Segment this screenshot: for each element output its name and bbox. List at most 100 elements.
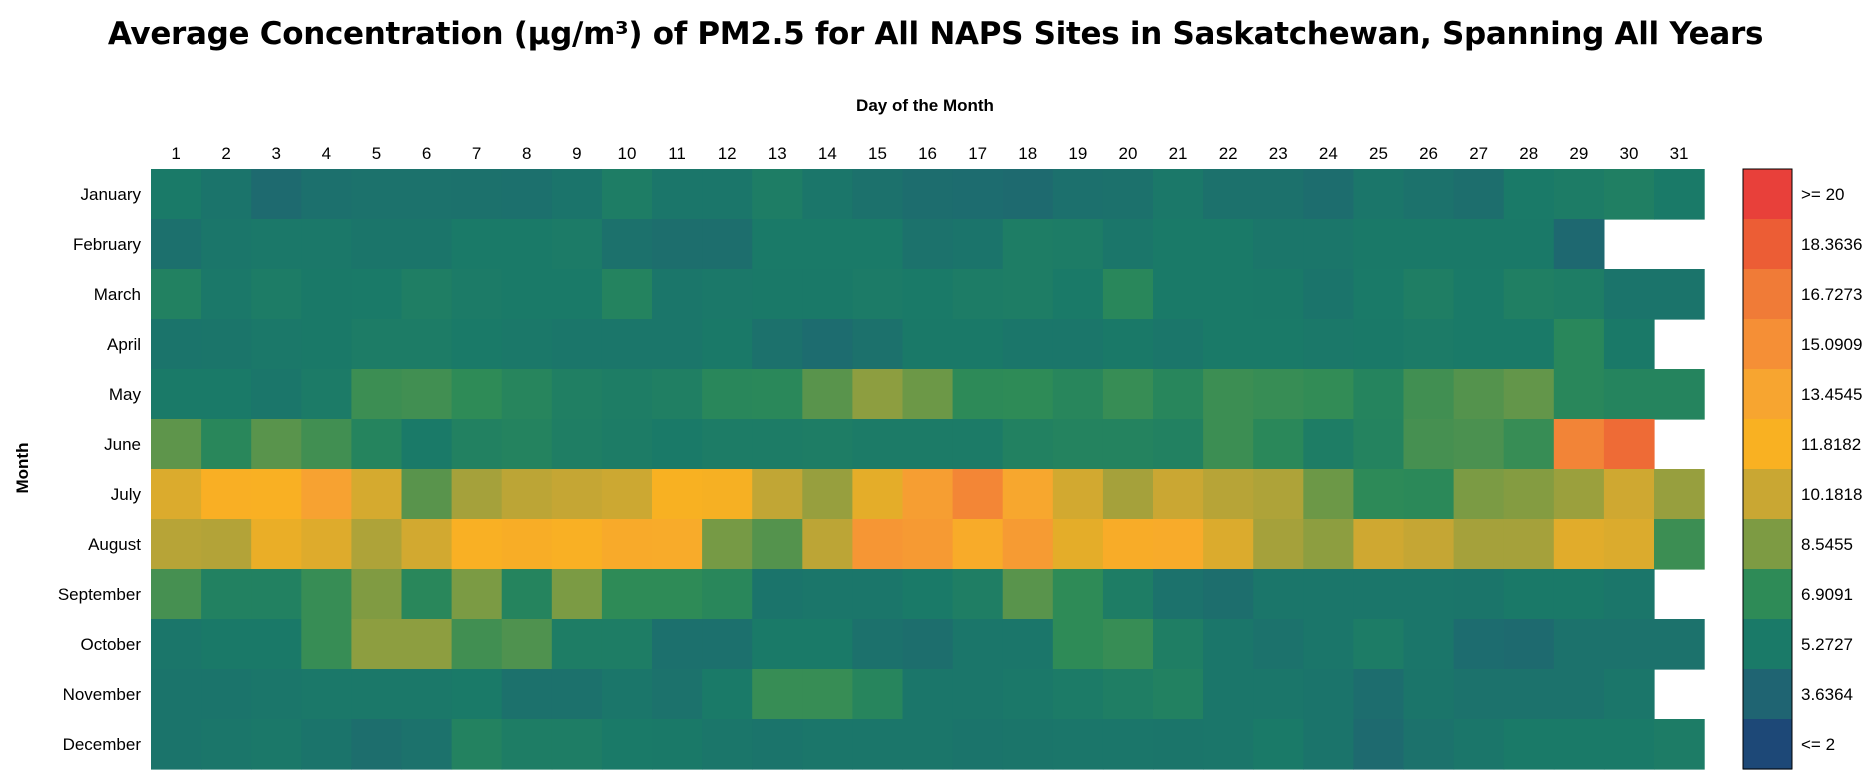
heatmap-cell [1203,719,1254,770]
heatmap-cell [1002,369,1054,420]
heatmap-cell [752,169,803,220]
x-tick-label: 27 [1469,144,1488,163]
heatmap-cell [652,419,703,470]
heatmap-cell [1603,269,1655,320]
heatmap-cell [1052,219,1104,270]
heatmap-cell [451,269,503,320]
heatmap-cell [401,169,453,220]
heatmap-cell [902,669,954,720]
heatmap-cell [852,169,904,220]
colorbar-swatch [1743,419,1792,470]
heatmap-cell [1002,569,1054,620]
heatmap-cell [1002,219,1054,270]
heatmap-cell [1553,719,1605,770]
heatmap-cell [1453,319,1505,370]
heatmap-cell [1203,169,1254,220]
heatmap-cell [451,569,503,620]
heatmap-cell [1052,419,1104,470]
heatmap-cell [1453,169,1505,220]
y-tick-label: May [109,385,142,404]
heatmap-cell [451,419,503,470]
heatmap-cell [1453,269,1505,320]
heatmap-cell [251,569,302,620]
heatmap-cell [151,169,202,220]
x-axis-title: Day of the Month [856,96,994,115]
heatmap-cell [1553,419,1605,470]
x-tick-label: 4 [322,144,331,163]
heatmap-cell [1453,619,1505,670]
heatmap-cell [1654,719,1705,770]
x-tick-label: 12 [718,144,737,163]
heatmap-cell [501,369,553,420]
heatmap-cell [301,719,352,770]
heatmap-cell [1203,469,1254,520]
y-tick-label: April [107,335,141,354]
heatmap-cell [852,719,904,770]
heatmap-cell [1253,169,1304,220]
x-tick-label: 30 [1619,144,1638,163]
heatmap-cell [401,619,453,670]
heatmap-cell [451,469,503,520]
heatmap-cell [852,519,904,570]
heatmap-cell [151,219,202,270]
heatmap-cell [401,569,453,620]
heatmap-cell [1002,269,1054,320]
heatmap-cell [1102,269,1154,320]
heatmap-cell [902,319,954,370]
colorbar-label: 13.4545 [1801,385,1862,404]
heatmap-cell [752,619,803,670]
x-tick-label: 21 [1169,144,1188,163]
heatmap-cell [1203,669,1254,720]
colorbar-label: 6.9091 [1801,585,1853,604]
heatmap-cell [1002,169,1054,220]
heatmap-cell [1603,169,1655,220]
heatmap-cell [1253,469,1304,520]
heatmap-cell [1303,469,1354,520]
heatmap-cell [802,269,853,320]
colorbar-swatch [1743,669,1792,720]
heatmap-cell [501,569,553,620]
heatmap-cell [802,469,853,520]
heatmap-cell [652,619,703,670]
heatmap-cell [1503,519,1555,570]
heatmap-cell [251,419,302,470]
colorbar-swatch [1743,319,1792,370]
colorbar-swatch [1743,369,1792,420]
heatmap-cell [1153,269,1204,320]
heatmap-cell [1052,719,1104,770]
heatmap-cell [1603,619,1655,670]
heatmap-cell [351,719,403,770]
heatmap-cell [802,619,853,670]
heatmap-cell [802,719,853,770]
heatmap-cell [1052,569,1104,620]
x-tick-label: 11 [668,144,686,163]
y-tick-labels: January February March April May June July Augu… [58,185,142,754]
heatmap-cell [151,269,202,320]
heatmap-cell [1253,619,1304,670]
heatmap-cell [1353,719,1405,770]
heatmap-cell [451,219,503,270]
heatmap-cell [1503,419,1555,470]
heatmap-cell [1553,319,1605,370]
heatmap-cell [351,219,403,270]
heatmap-cell [1353,469,1405,520]
heatmap-cell [1253,669,1304,720]
heatmap-cell [852,569,904,620]
heatmap-cell [952,319,1004,370]
heatmap-cell [802,369,853,420]
heatmap-cell [852,619,904,670]
heatmap-cell [601,619,653,670]
heatmap-cell [1253,569,1304,620]
colorbar-label: 15.0909 [1801,335,1862,354]
heatmap-cell [1153,669,1204,720]
heatmap-cell [1253,319,1304,370]
heatmap-cell [802,569,853,620]
heatmap-cell [752,319,803,370]
heatmap-cell [351,419,403,470]
heatmap-cell [401,469,453,520]
colorbar-label: 3.6364 [1801,685,1853,704]
heatmap-cell [652,319,703,370]
heatmap-cell [1353,219,1405,270]
heatmap-cell [1553,369,1605,420]
